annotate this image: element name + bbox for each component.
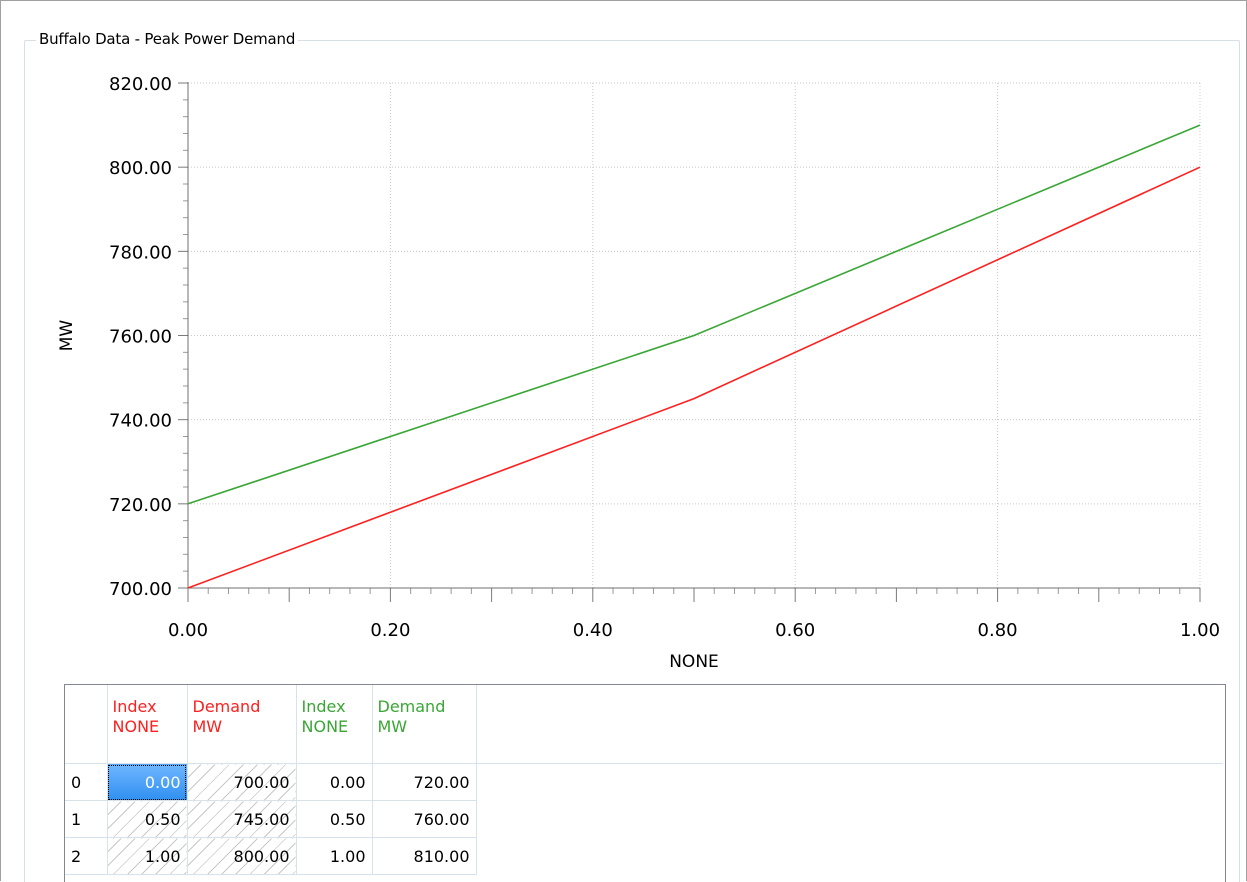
row-header[interactable]: 0	[65, 763, 108, 801]
column-header-unit: NONE	[301, 717, 349, 736]
grid-header-filler	[476, 685, 1223, 764]
y-tick-label: 800.00	[109, 158, 172, 179]
column-header-name: Index	[301, 697, 346, 716]
table-row[interactable]: 1 0.50 745.00 0.50 760.00	[65, 800, 1223, 838]
y-tick-label: 720.00	[109, 495, 172, 516]
table-row[interactable]: 2 1.00 800.00 1.00 810.00	[65, 837, 1223, 875]
column-header[interactable]: Demand MW	[187, 685, 297, 764]
grid-filler	[476, 764, 1223, 801]
grid-cell[interactable]: 1.00	[296, 837, 373, 875]
grid-cell[interactable]: 700.00	[187, 763, 297, 801]
grid-cell[interactable]: 0.50	[296, 800, 373, 838]
grid-cell[interactable]: 0.50	[107, 800, 188, 838]
x-tick-label: 0.20	[370, 620, 410, 641]
column-header-unit: MW	[192, 717, 223, 736]
y-tick-label: 740.00	[109, 411, 172, 432]
chart-axes	[178, 82, 1201, 602]
x-tick-label: 0.80	[978, 620, 1018, 641]
column-header-name: Index	[112, 697, 157, 716]
grid-cell-selected[interactable]: 0.00	[107, 763, 188, 801]
y-tick-label: 700.00	[109, 579, 172, 600]
y-axis-label: MW	[57, 320, 77, 352]
table-row[interactable]: 0 0.00 700.00 0.00 720.00	[65, 763, 1223, 801]
row-header[interactable]: 1	[65, 800, 108, 838]
grid-cell[interactable]: 745.00	[187, 800, 297, 838]
column-header-unit: MW	[377, 717, 408, 736]
x-tick-label: 0.40	[573, 620, 613, 641]
y-tick-label: 820.00	[109, 74, 172, 95]
x-axis-label: NONE	[669, 652, 719, 672]
line-chart: 700.00 720.00 740.00 760.00 780.00 800.00 820.…	[57, 74, 1220, 672]
series-line-1	[187, 166, 1201, 589]
grid-cell[interactable]: 720.00	[372, 763, 477, 801]
chart-grid	[188, 82, 1201, 588]
column-header[interactable]: Demand MW	[372, 685, 477, 764]
grid-filler	[476, 801, 1223, 838]
grid-cell[interactable]: 800.00	[187, 837, 297, 875]
column-header-name: Demand	[377, 697, 446, 716]
column-header[interactable]: Index NONE	[296, 685, 373, 764]
group-title: Buffalo Data - Peak Power Demand	[36, 30, 299, 48]
grid-cell[interactable]: 1.00	[107, 837, 188, 875]
y-tick-label: 780.00	[109, 242, 172, 263]
data-grid[interactable]: Index NONE Demand MW Index NONE Demand M…	[64, 684, 1226, 882]
series-line-2	[187, 124, 1201, 505]
row-header[interactable]: 2	[65, 837, 108, 875]
grid-cell[interactable]: 760.00	[372, 800, 477, 838]
column-header-name: Demand	[192, 697, 261, 716]
x-tick-label: 0.60	[775, 620, 815, 641]
grid-cell[interactable]: 0.00	[296, 763, 373, 801]
x-tick-label: 0.00	[168, 620, 208, 641]
y-tick-label: 760.00	[109, 327, 172, 348]
column-header[interactable]: Index NONE	[107, 685, 188, 764]
column-header-unit: NONE	[112, 717, 160, 736]
grid-corner	[65, 685, 108, 764]
x-tick-label: 1.00	[1180, 620, 1220, 641]
chart-labels: 700.00 720.00 740.00 760.00 780.00 800.00 820.…	[57, 74, 1220, 672]
chart-groupbox	[24, 40, 1240, 882]
grid-cell[interactable]: 810.00	[372, 837, 477, 875]
chart-series	[187, 124, 1201, 589]
grid-filler	[476, 838, 1223, 875]
grid-header-row: Index NONE Demand MW Index NONE Demand M…	[65, 685, 1223, 764]
